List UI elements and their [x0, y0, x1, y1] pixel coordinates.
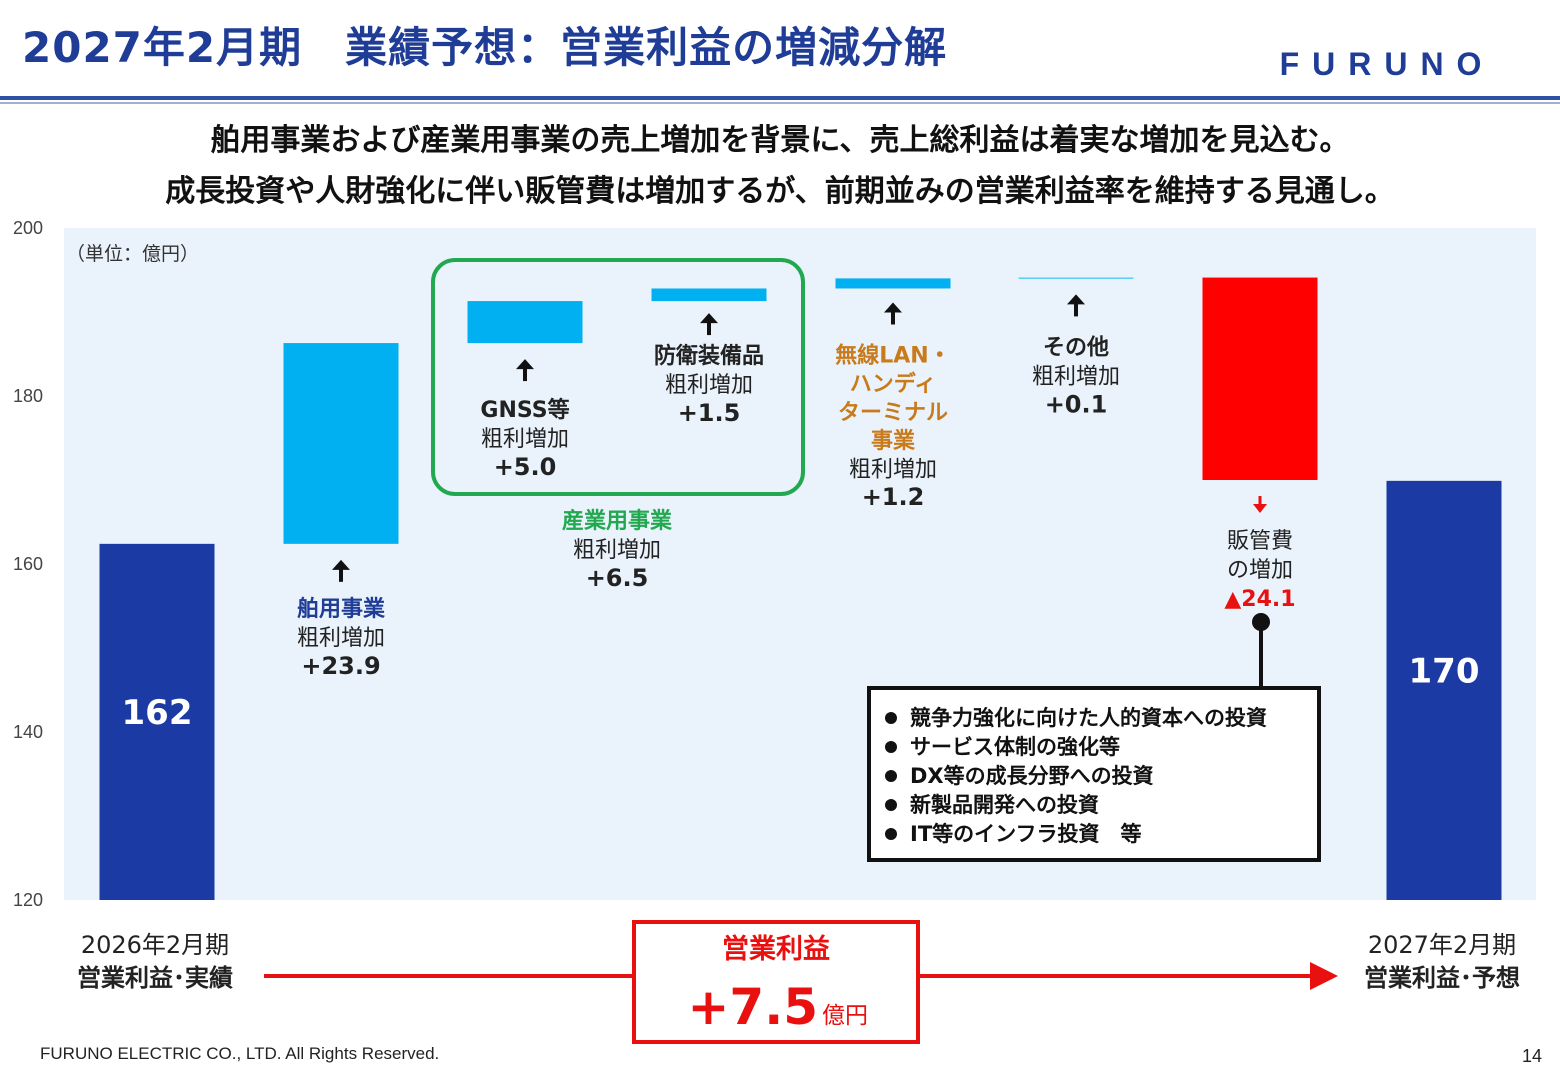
- sga-detail-callout: [867, 686, 1321, 862]
- copyright: FURUNO ELECTRIC CO., LTD. All Rights Res…: [40, 1044, 440, 1063]
- subtitle-line-1: 舶用事業および産業用事業の売上増加を背景に、売上総利益は着実な増加を見込む。: [210, 123, 1350, 158]
- y-tick-label: 160: [13, 554, 43, 574]
- callout-item: サービス体制の強化等: [910, 735, 1120, 759]
- callout-item: IT等のインフラ投資 等: [910, 822, 1142, 846]
- header-rule-thin: [0, 102, 1560, 104]
- gnss-up-arrow-icon: [516, 359, 534, 370]
- other-up-arrow-icon: [1067, 294, 1085, 305]
- end-value-label: 170: [1409, 651, 1480, 691]
- callout-item: 新製品開発への投資: [910, 793, 1099, 817]
- subtitle-line-2: 成長投資や人財強化に伴い販管費は増加するが、前期並みの営業利益率を維持する見通し…: [165, 174, 1395, 209]
- page-number: 14: [1522, 1046, 1543, 1066]
- page-title: 2027年2月期 業績予想：営業利益の増減分解: [22, 23, 948, 72]
- marine-up-arrow-icon: [332, 559, 350, 570]
- furuno-logo: FURUNO: [1279, 46, 1495, 82]
- sga-down-arrow-icon: [1253, 504, 1267, 513]
- industrial-group-box: [431, 258, 805, 496]
- industrial-group-label-line: 粗利増加: [573, 538, 661, 563]
- marine-label-line: 粗利増加: [297, 626, 385, 651]
- unit-label: （単位：億円）: [66, 243, 199, 265]
- defense-label-line: +1.5: [678, 399, 741, 427]
- wireless-up-arrow-icon: [884, 302, 902, 313]
- bar-other: [1018, 277, 1134, 279]
- flow-arrow-head: [1310, 962, 1338, 990]
- end-period-label: 2027年2月期: [1368, 931, 1516, 959]
- industrial-group-label-line: 産業用事業: [562, 508, 673, 534]
- defense-label-line: 粗利増加: [665, 373, 753, 398]
- callout-item: 競争力強化に向けた人的資本への投資: [910, 706, 1267, 730]
- y-tick-label: 200: [13, 218, 43, 238]
- op-change-unit: 億円: [822, 1003, 868, 1029]
- bullet-icon: [885, 828, 897, 840]
- start-value-label: 162: [122, 693, 193, 733]
- wireless-label-line: ハンディ: [850, 371, 936, 397]
- y-tick-label: 120: [13, 890, 43, 910]
- end-caption: 営業利益･予想: [1364, 964, 1520, 992]
- start-period-label: 2026年2月期: [81, 931, 229, 959]
- defense-label-line: 防衛装備品: [654, 343, 764, 369]
- header-rule: [0, 96, 1560, 100]
- gnss-label-line: +5.0: [494, 453, 557, 481]
- marine-label-line: 舶用事業: [297, 596, 386, 622]
- wireless-label-line: 粗利増加: [849, 457, 937, 482]
- operating-profit-change-box: [632, 920, 920, 1044]
- op-change-value: +7.5: [688, 978, 818, 1036]
- bar-wireless: [835, 278, 951, 289]
- bar-start: [99, 543, 215, 900]
- wireless-label-line: 無線LAN・: [835, 342, 950, 368]
- other-label-line: その他: [1043, 335, 1109, 360]
- bullet-icon: [885, 799, 897, 811]
- wireless-label-line: ターミナル: [838, 400, 948, 425]
- wireless-label-line: 事業: [871, 428, 916, 454]
- gnss-label-line: 粗利増加: [481, 427, 569, 452]
- start-caption: 営業利益･実績: [77, 964, 233, 992]
- sga-label-line: ▲24.1: [1224, 587, 1295, 612]
- y-tick-label: 180: [13, 386, 43, 406]
- bar-sga: [1202, 277, 1318, 480]
- op-change-title: 営業利益: [722, 933, 830, 965]
- bar-marine: [283, 343, 399, 544]
- callout-item: DX等の成長分野への投資: [910, 764, 1154, 788]
- industrial-group-label-line: +6.5: [586, 564, 649, 592]
- bar-gnss: [467, 301, 583, 344]
- sga-label-line: 販管費: [1227, 529, 1293, 554]
- bullet-icon: [885, 741, 897, 753]
- other-label-line: +0.1: [1045, 390, 1108, 418]
- y-tick-label: 140: [13, 722, 43, 742]
- bar-end: [1386, 480, 1502, 900]
- other-label-line: 粗利増加: [1032, 364, 1120, 389]
- defense-up-arrow-icon: [700, 313, 718, 324]
- wireless-label-line: +1.2: [862, 483, 925, 511]
- bar-defense: [651, 288, 767, 302]
- bullet-icon: [885, 712, 897, 724]
- marine-label-line: +23.9: [301, 652, 380, 680]
- bullet-icon: [885, 770, 897, 782]
- gnss-label-line: GNSS等: [480, 397, 569, 423]
- sga-label-line: の増加: [1227, 558, 1293, 583]
